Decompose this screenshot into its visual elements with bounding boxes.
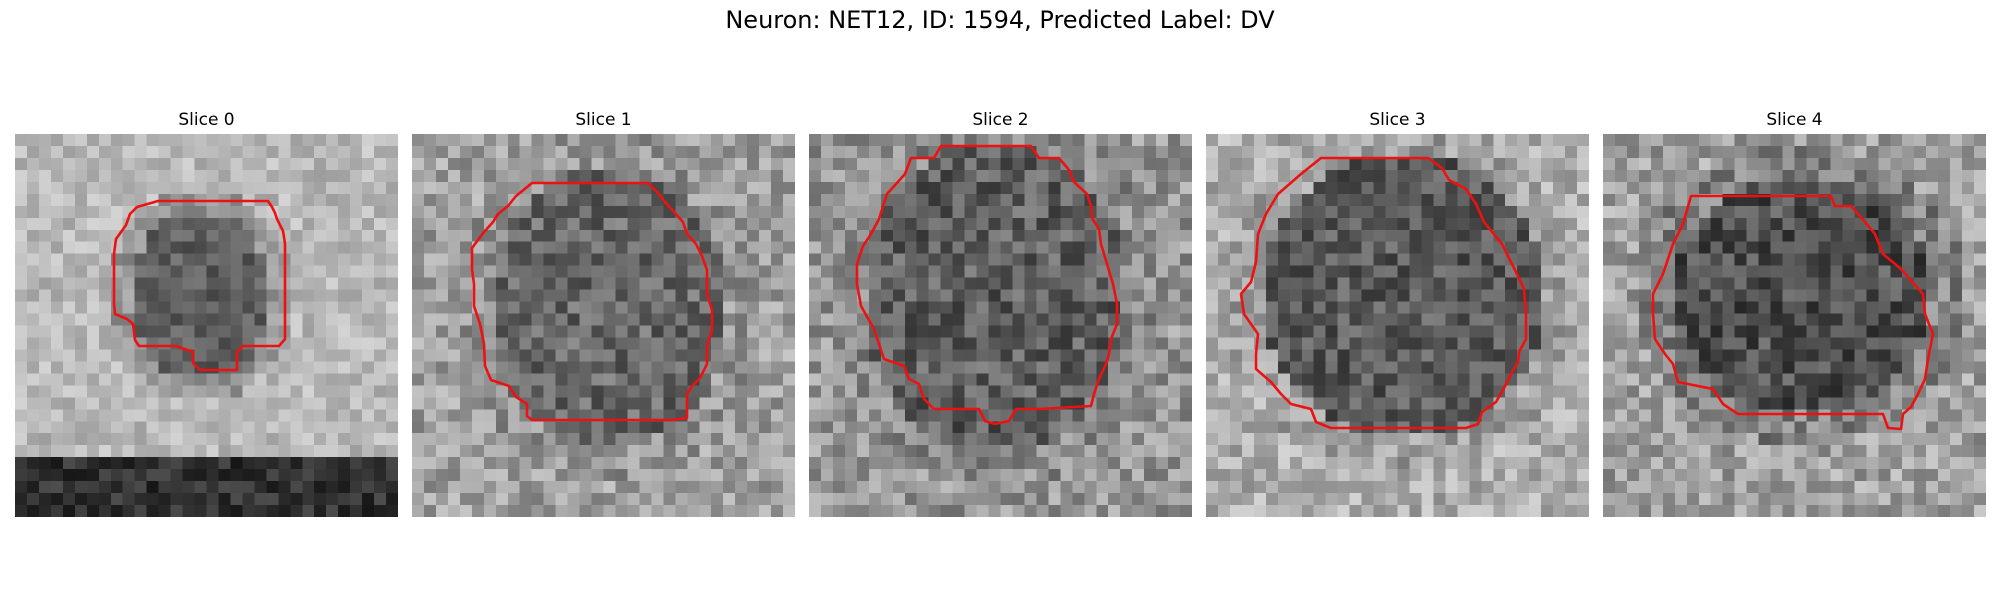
slice-panel-3: Slice 3 (1206, 108, 1589, 517)
slice-panel-1: Slice 1 (412, 108, 795, 517)
slice-title: Slice 0 (178, 110, 235, 130)
slice-title: Slice 1 (575, 110, 632, 130)
figure-title: Neuron: NET12, ID: 1594, Predicted Label… (725, 6, 1275, 34)
slice-panel-2: Slice 2 (809, 108, 1192, 517)
segmentation-contour (1239, 156, 1528, 430)
segmentation-contour (855, 144, 1119, 426)
grayscale-slice-image (1603, 134, 1986, 517)
segmentation-contour (112, 199, 287, 372)
slice-title: Slice 4 (1766, 110, 1823, 130)
slice-panel-4: Slice 4 (1603, 108, 1986, 517)
slice-title: Slice 3 (1369, 110, 1426, 130)
grayscale-slice-image (412, 134, 795, 517)
segmentation-contour (470, 181, 714, 422)
slice-title: Slice 2 (972, 110, 1029, 130)
grayscale-slice-image (15, 134, 398, 517)
slice-panel-0: Slice 0 (15, 108, 398, 517)
segmentation-contour (1651, 194, 1935, 431)
